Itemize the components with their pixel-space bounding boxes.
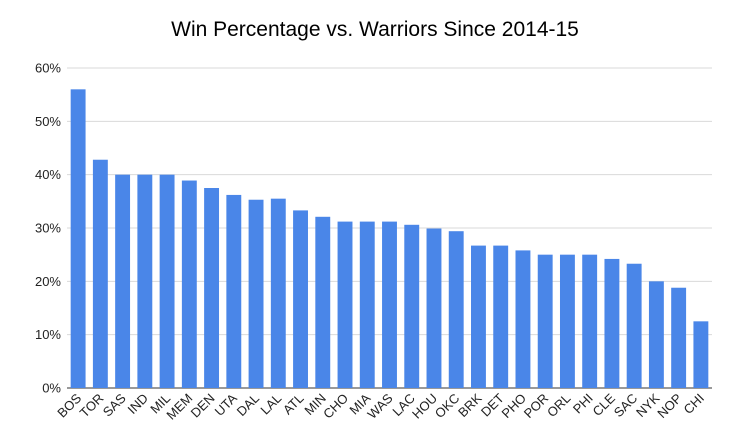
x-tick-label-ind: IND <box>125 391 151 417</box>
y-axis-tick-labels: 0% 10% 20% 30% 40% 50% 60% <box>35 61 61 396</box>
y-tick-label: 40% <box>35 167 61 182</box>
x-tick-label-dal: DAL <box>234 391 262 419</box>
bar-uta <box>226 194 242 388</box>
bar-lal <box>270 198 286 388</box>
bar-sac <box>626 263 642 388</box>
bar-mil <box>159 174 175 388</box>
x-tick-label-atl: ATL <box>280 391 307 418</box>
bar-nop <box>671 287 687 388</box>
y-tick-label: 20% <box>35 274 61 289</box>
bar-cho <box>337 221 353 388</box>
bar-cle <box>604 258 620 388</box>
x-tick-label-chi: CHI <box>681 391 707 417</box>
bar-bos <box>70 89 86 388</box>
bar-hou <box>426 228 442 388</box>
y-tick-label: 60% <box>35 61 61 76</box>
x-axis-category-labels: BOSTORSASINDMILMEMDENUTADALLALATLMINCHOM… <box>54 390 707 422</box>
bar-brk <box>471 245 486 388</box>
bar-den <box>204 188 220 388</box>
bar-mem <box>181 180 197 388</box>
bar-orl <box>559 254 575 388</box>
bar-lac <box>404 224 420 388</box>
y-tick-label: 10% <box>35 327 61 342</box>
bar-sas <box>115 174 131 388</box>
bar-nyk <box>648 281 664 388</box>
x-tick-label-cle: CLE <box>590 390 619 419</box>
bar-ind <box>137 174 153 388</box>
bar-dal <box>248 199 264 388</box>
bar-chi <box>693 321 709 388</box>
bar-por <box>537 254 553 388</box>
bar-pho <box>515 250 531 388</box>
bar-tor <box>92 159 108 388</box>
bar-det <box>493 245 509 388</box>
x-tick-label-uta: UTA <box>212 390 241 419</box>
bar-was <box>382 221 397 388</box>
y-tick-label: 50% <box>35 114 61 129</box>
y-tick-label: 0% <box>42 381 61 396</box>
bar-atl <box>293 210 308 388</box>
x-tick-label-sas: SAS <box>100 390 129 419</box>
chart-title: Win Percentage vs. Warriors Since 2014-1… <box>171 18 579 41</box>
x-tick-label-lal: LAL <box>257 391 284 418</box>
x-tick-label-phi: PHI <box>570 391 596 417</box>
bar-mia <box>359 221 375 388</box>
bars <box>70 89 709 388</box>
bar-phi <box>582 254 598 388</box>
bar-min <box>315 216 331 388</box>
y-tick-label: 30% <box>35 221 61 236</box>
bar-okc <box>448 231 464 388</box>
